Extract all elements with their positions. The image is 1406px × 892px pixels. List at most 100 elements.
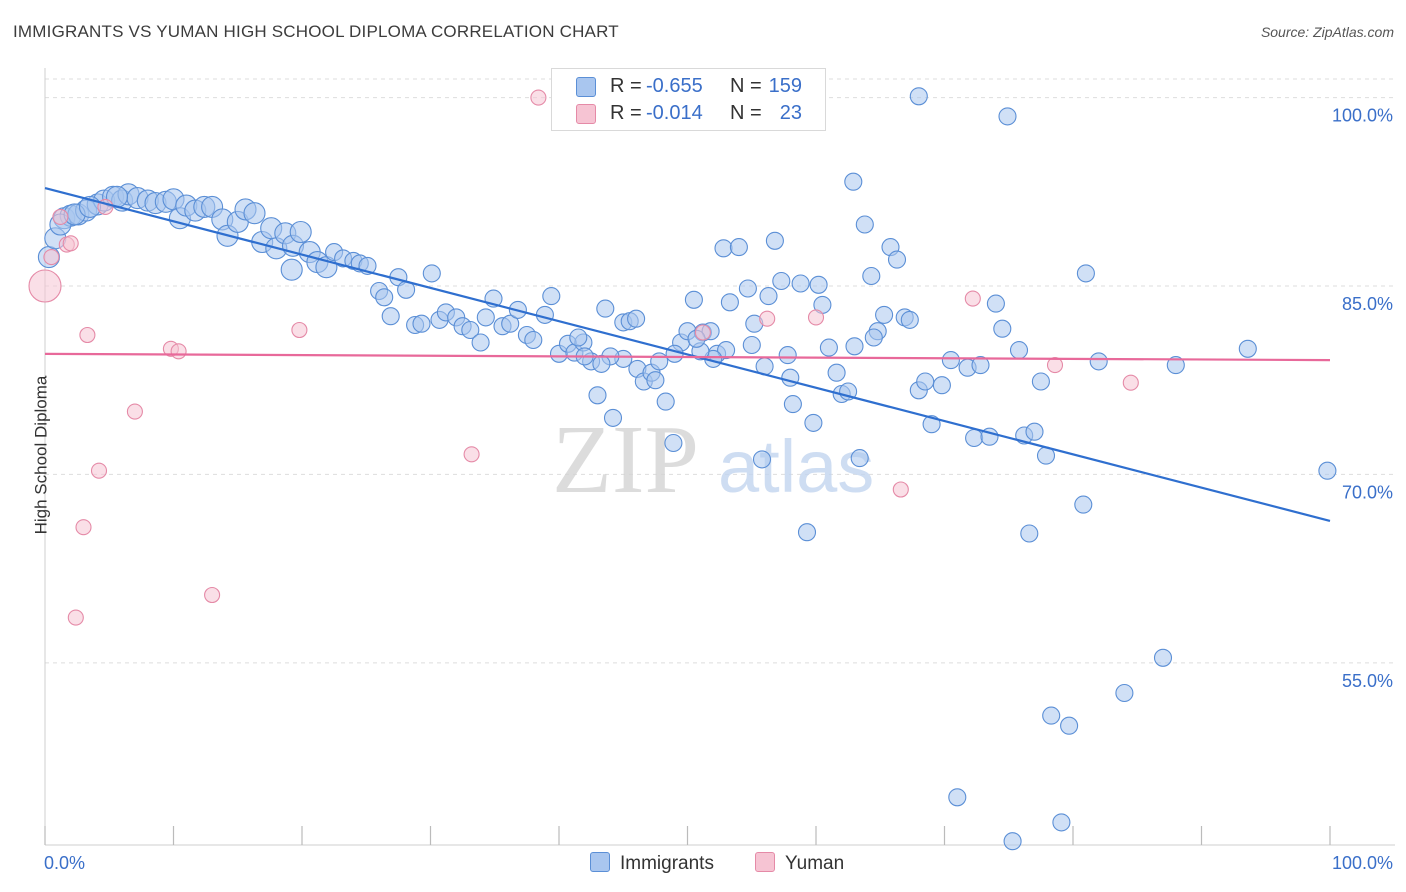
immigrants-point: [998, 107, 1017, 126]
immigrants-point: [844, 172, 863, 191]
immigrants-point: [596, 299, 615, 318]
immigrants-point: [1089, 352, 1108, 371]
yuman-point: [75, 519, 92, 536]
immigrants-point: [627, 309, 646, 328]
immigrants-point: [855, 215, 874, 234]
immigrants-point: [993, 319, 1012, 338]
grid-layer: [45, 78, 1395, 664]
immigrants-point: [1074, 495, 1093, 514]
bottom-legend-yuman[interactable]: Yuman: [755, 852, 844, 875]
immigrants-point: [971, 356, 990, 375]
immigrants-point: [1060, 716, 1079, 735]
immigrants-point: [864, 328, 883, 347]
immigrants-point: [588, 386, 607, 405]
immigrants-point: [650, 352, 669, 371]
immigrants-point: [1076, 264, 1095, 283]
legend-n-label: N =: [730, 75, 762, 97]
immigrants-point: [720, 293, 739, 312]
yuman-point: [759, 310, 776, 327]
immigrants-point: [819, 338, 838, 357]
immigrants-point: [797, 523, 817, 542]
immigrants-point: [569, 328, 588, 347]
legend-r-label: R =: [610, 75, 642, 97]
immigrants-point: [1238, 339, 1257, 358]
immigrants-point: [1031, 372, 1050, 391]
immigrants-point: [1020, 524, 1039, 543]
yuman-point: [694, 324, 711, 341]
immigrants-point: [381, 307, 400, 326]
yuman-point: [1122, 374, 1139, 391]
immigrants-swatch: [576, 77, 596, 97]
legend-n-value: 159: [768, 75, 802, 97]
yuman-point: [52, 208, 69, 225]
immigrants-point: [875, 305, 894, 324]
yuman-point: [892, 481, 909, 498]
y-tick-label: 70.0%: [1342, 482, 1393, 502]
immigrants-point: [243, 202, 266, 225]
x-tick-label-right: 100.0%: [1332, 853, 1393, 873]
yuman-point: [62, 235, 79, 252]
y-tick-label: 55.0%: [1342, 671, 1393, 691]
immigrants-point: [804, 413, 823, 432]
immigrants-point: [1115, 683, 1134, 703]
immigrants-point: [646, 371, 665, 390]
immigrants-point: [791, 274, 810, 293]
legend-n-label: N =: [730, 102, 762, 124]
yuman-point: [28, 269, 62, 303]
axis-layer: [44, 68, 1395, 846]
yuman-point: [1046, 357, 1064, 374]
immigrants-point: [412, 314, 431, 333]
immigrants-point: [765, 231, 784, 250]
immigrants-point: [862, 266, 881, 286]
immigrants-point: [717, 341, 736, 360]
yuman-point: [463, 446, 480, 463]
immigrants-point: [965, 428, 984, 448]
x-tick-label-left: 0.0%: [44, 853, 85, 873]
immigrants-point: [809, 275, 828, 294]
yuman-point: [170, 343, 187, 360]
immigrants-point: [909, 87, 928, 106]
yuman-point: [90, 462, 108, 479]
label-layer: 100.0% 85.0% 70.0% 55.0% 0.0% 100.0%: [44, 106, 1393, 873]
legend-r-value: -0.655: [646, 75, 703, 97]
bottom-legend-immigrants[interactable]: Immigrants: [590, 852, 714, 875]
y-tick-label: 100.0%: [1332, 106, 1393, 126]
immigrants-point: [772, 271, 791, 291]
yuman-point: [126, 403, 143, 420]
immigrants-point: [375, 288, 394, 307]
yuman-point: [43, 249, 60, 266]
immigrants-point: [524, 330, 543, 350]
legend-n-value: 23: [779, 102, 802, 124]
immigrants-point: [542, 287, 561, 306]
yuman-point: [67, 609, 84, 626]
immigrants-point: [986, 294, 1005, 313]
immigrants-point: [900, 310, 919, 329]
immigrants-point: [476, 308, 495, 327]
yuman-point: [204, 586, 221, 604]
immigrants-point: [422, 264, 441, 283]
yuman-point: [807, 309, 825, 326]
legend-r-label: R =: [610, 102, 642, 124]
immigrants-point: [752, 450, 772, 469]
source-label: Source: ZipAtlas.com: [1260, 24, 1394, 40]
immigrants-point: [845, 337, 864, 356]
immigrants-point: [592, 354, 611, 373]
immigrants-point: [1153, 648, 1173, 667]
immigrants-point: [1003, 832, 1022, 851]
immigrants-point: [932, 376, 951, 395]
immigrants-point: [941, 351, 960, 370]
immigrants-point: [1318, 461, 1337, 480]
immigrants-point: [729, 238, 748, 257]
yuman-point: [530, 89, 547, 106]
yuman-legend-swatch: [755, 852, 775, 872]
legend-r-value: -0.014: [646, 102, 703, 124]
immigrants-point: [1009, 341, 1029, 360]
yuman-legend-label: Yuman: [785, 853, 845, 874]
immigrants-point: [603, 408, 623, 427]
immigrants-point: [827, 363, 846, 382]
y-axis-label: High School Diploma: [31, 375, 51, 535]
immigrants-point: [948, 788, 967, 807]
yuman-swatch: [576, 104, 596, 124]
immigrants-legend-label: Immigrants: [620, 853, 714, 874]
